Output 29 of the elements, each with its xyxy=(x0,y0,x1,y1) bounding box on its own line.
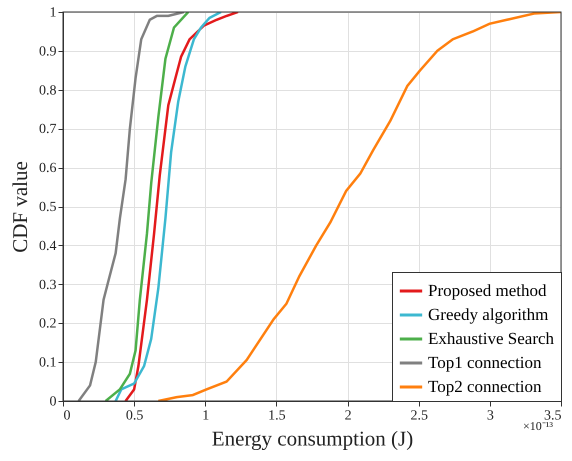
y-axis-title: CDF value xyxy=(8,161,32,253)
y-tick-label: 1 xyxy=(50,6,56,20)
line-series xyxy=(114,12,222,401)
y-tick-label: 0.7 xyxy=(39,122,56,138)
y-tick-label: 0.4 xyxy=(39,238,56,254)
x-tick-label: 0.5 xyxy=(126,408,144,424)
line-series xyxy=(124,12,240,401)
legend-label: Exhaustive Search xyxy=(428,329,555,348)
legend-label: Greedy algorithm xyxy=(428,305,548,324)
y-tick-label: 0 xyxy=(50,394,56,410)
x-tick-label: 3 xyxy=(486,408,494,424)
line-series xyxy=(77,12,186,401)
x-tick-label: 2.5 xyxy=(410,408,428,424)
x-axis-title: Energy consumption (J) xyxy=(212,426,414,450)
y-tick-label: 0.6 xyxy=(39,161,56,176)
y-tick-label: 0.3 xyxy=(39,278,56,293)
legend-label: Top1 connection xyxy=(428,353,542,372)
legend-label: Proposed method xyxy=(428,281,548,300)
y-tick-label: 0.9 xyxy=(39,44,56,60)
y-tick-label: 0.1 xyxy=(39,356,56,371)
x-tick-label: 2 xyxy=(344,408,352,424)
x-tick-label: 1.5 xyxy=(268,408,286,424)
line-series xyxy=(104,12,190,401)
legend-label: Top2 connection xyxy=(428,377,542,396)
y-tick-label: 0.2 xyxy=(39,316,56,332)
x-tick-label: 1 xyxy=(202,408,210,424)
x-tick-label: 0 xyxy=(64,408,70,424)
y-tick-label: 0.5 xyxy=(39,200,56,215)
y-tick-label: 0.8 xyxy=(39,83,56,98)
